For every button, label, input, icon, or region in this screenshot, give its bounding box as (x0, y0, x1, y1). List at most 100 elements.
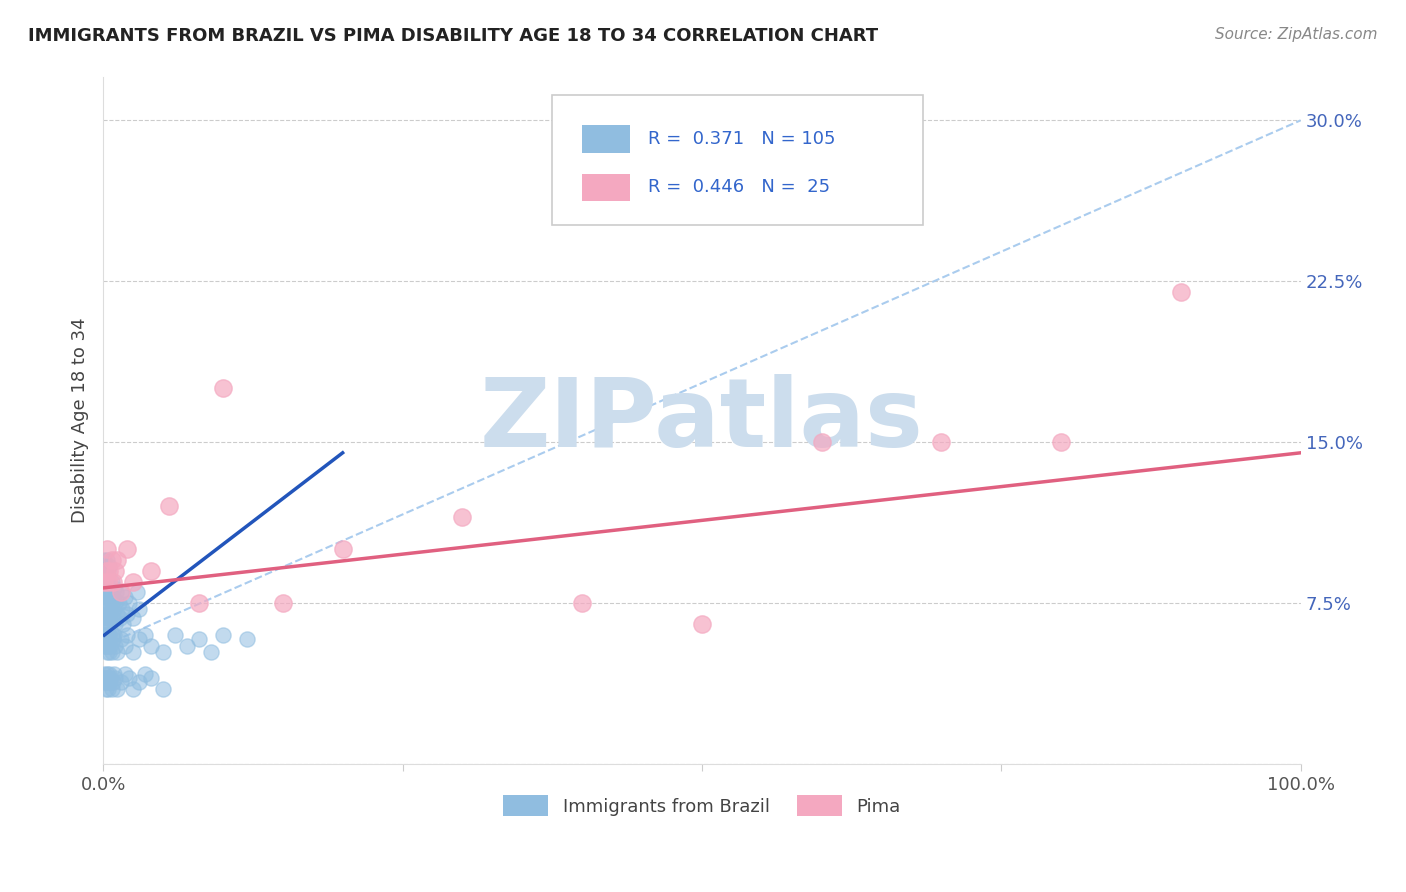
Text: IMMIGRANTS FROM BRAZIL VS PIMA DISABILITY AGE 18 TO 34 CORRELATION CHART: IMMIGRANTS FROM BRAZIL VS PIMA DISABILIT… (28, 27, 879, 45)
Point (96, 542, 118, 557)
Point (96, 590, 118, 604)
Text: R =  0.446   N =  25: R = 0.446 N = 25 (648, 178, 830, 196)
Point (93, 628, 115, 642)
Point (100, 596, 122, 610)
Point (107, 607, 129, 621)
Point (107, 681, 129, 696)
Point (187, 596, 209, 610)
Point (94, 639, 117, 653)
Point (212, 381, 235, 395)
Point (93, 666, 115, 681)
Point (96, 574, 118, 589)
Point (94, 671, 117, 685)
Point (94, 611, 117, 625)
Point (96, 628, 118, 642)
Point (125, 585, 148, 599)
Point (271, 596, 294, 610)
Point (104, 596, 127, 610)
Point (98, 628, 121, 642)
Text: ZIPatlas: ZIPatlas (479, 374, 924, 467)
Point (100, 574, 122, 589)
FancyBboxPatch shape (582, 126, 630, 153)
Point (94, 564, 117, 578)
Point (112, 617, 135, 632)
Point (94, 585, 117, 599)
Point (98, 590, 121, 604)
Point (931, 435, 953, 450)
Point (98, 617, 121, 632)
Point (1170, 285, 1192, 299)
Point (108, 611, 131, 625)
Point (107, 645, 129, 659)
Point (98, 581, 121, 595)
Point (97, 632, 120, 647)
Point (115, 542, 138, 557)
Point (94, 681, 117, 696)
Point (94, 596, 117, 610)
Point (110, 632, 132, 647)
Point (97, 639, 120, 653)
Point (93, 607, 115, 621)
Point (96, 666, 118, 681)
Point (97, 574, 120, 589)
Point (104, 639, 127, 653)
Point (93, 564, 115, 578)
Point (122, 681, 145, 696)
Point (96, 645, 118, 659)
Point (107, 553, 129, 567)
Point (139, 671, 162, 685)
Point (122, 574, 145, 589)
Point (118, 671, 141, 685)
Point (94, 568, 117, 582)
Legend: Immigrants from Brazil, Pima: Immigrants from Brazil, Pima (496, 789, 908, 823)
Point (236, 632, 259, 647)
Point (122, 645, 145, 659)
Point (97, 681, 120, 696)
Point (98, 607, 121, 621)
Point (93, 671, 115, 685)
Point (451, 510, 474, 524)
Point (97, 585, 120, 599)
Point (98, 564, 121, 578)
Point (96, 628, 118, 642)
Point (97, 596, 120, 610)
Point (94, 632, 117, 647)
Point (97, 564, 120, 578)
Point (114, 639, 136, 653)
Point (96, 553, 118, 567)
Point (114, 666, 136, 681)
Point (104, 671, 127, 685)
Point (93, 639, 115, 653)
Point (107, 596, 129, 610)
Point (122, 611, 145, 625)
Text: R =  0.371   N = 105: R = 0.371 N = 105 (648, 130, 835, 148)
Point (128, 602, 150, 616)
Point (200, 645, 222, 659)
Point (110, 585, 132, 599)
Point (101, 590, 124, 604)
Point (101, 632, 124, 647)
Point (105, 585, 128, 599)
Point (93, 553, 115, 567)
Point (100, 645, 122, 659)
Point (157, 500, 180, 514)
Point (128, 675, 150, 690)
Point (176, 639, 198, 653)
Point (97, 607, 120, 621)
Point (103, 602, 125, 616)
Point (110, 585, 132, 599)
Point (163, 628, 186, 642)
Point (110, 675, 132, 690)
Point (1050, 435, 1073, 450)
Point (98, 645, 121, 659)
Point (98, 559, 121, 574)
Y-axis label: Disability Age 18 to 34: Disability Age 18 to 34 (72, 318, 89, 524)
Point (101, 574, 124, 589)
Point (100, 681, 122, 696)
Point (98, 675, 121, 690)
Point (98, 585, 121, 599)
Point (93, 574, 115, 589)
Point (128, 632, 150, 647)
Point (134, 628, 156, 642)
Point (212, 628, 235, 642)
